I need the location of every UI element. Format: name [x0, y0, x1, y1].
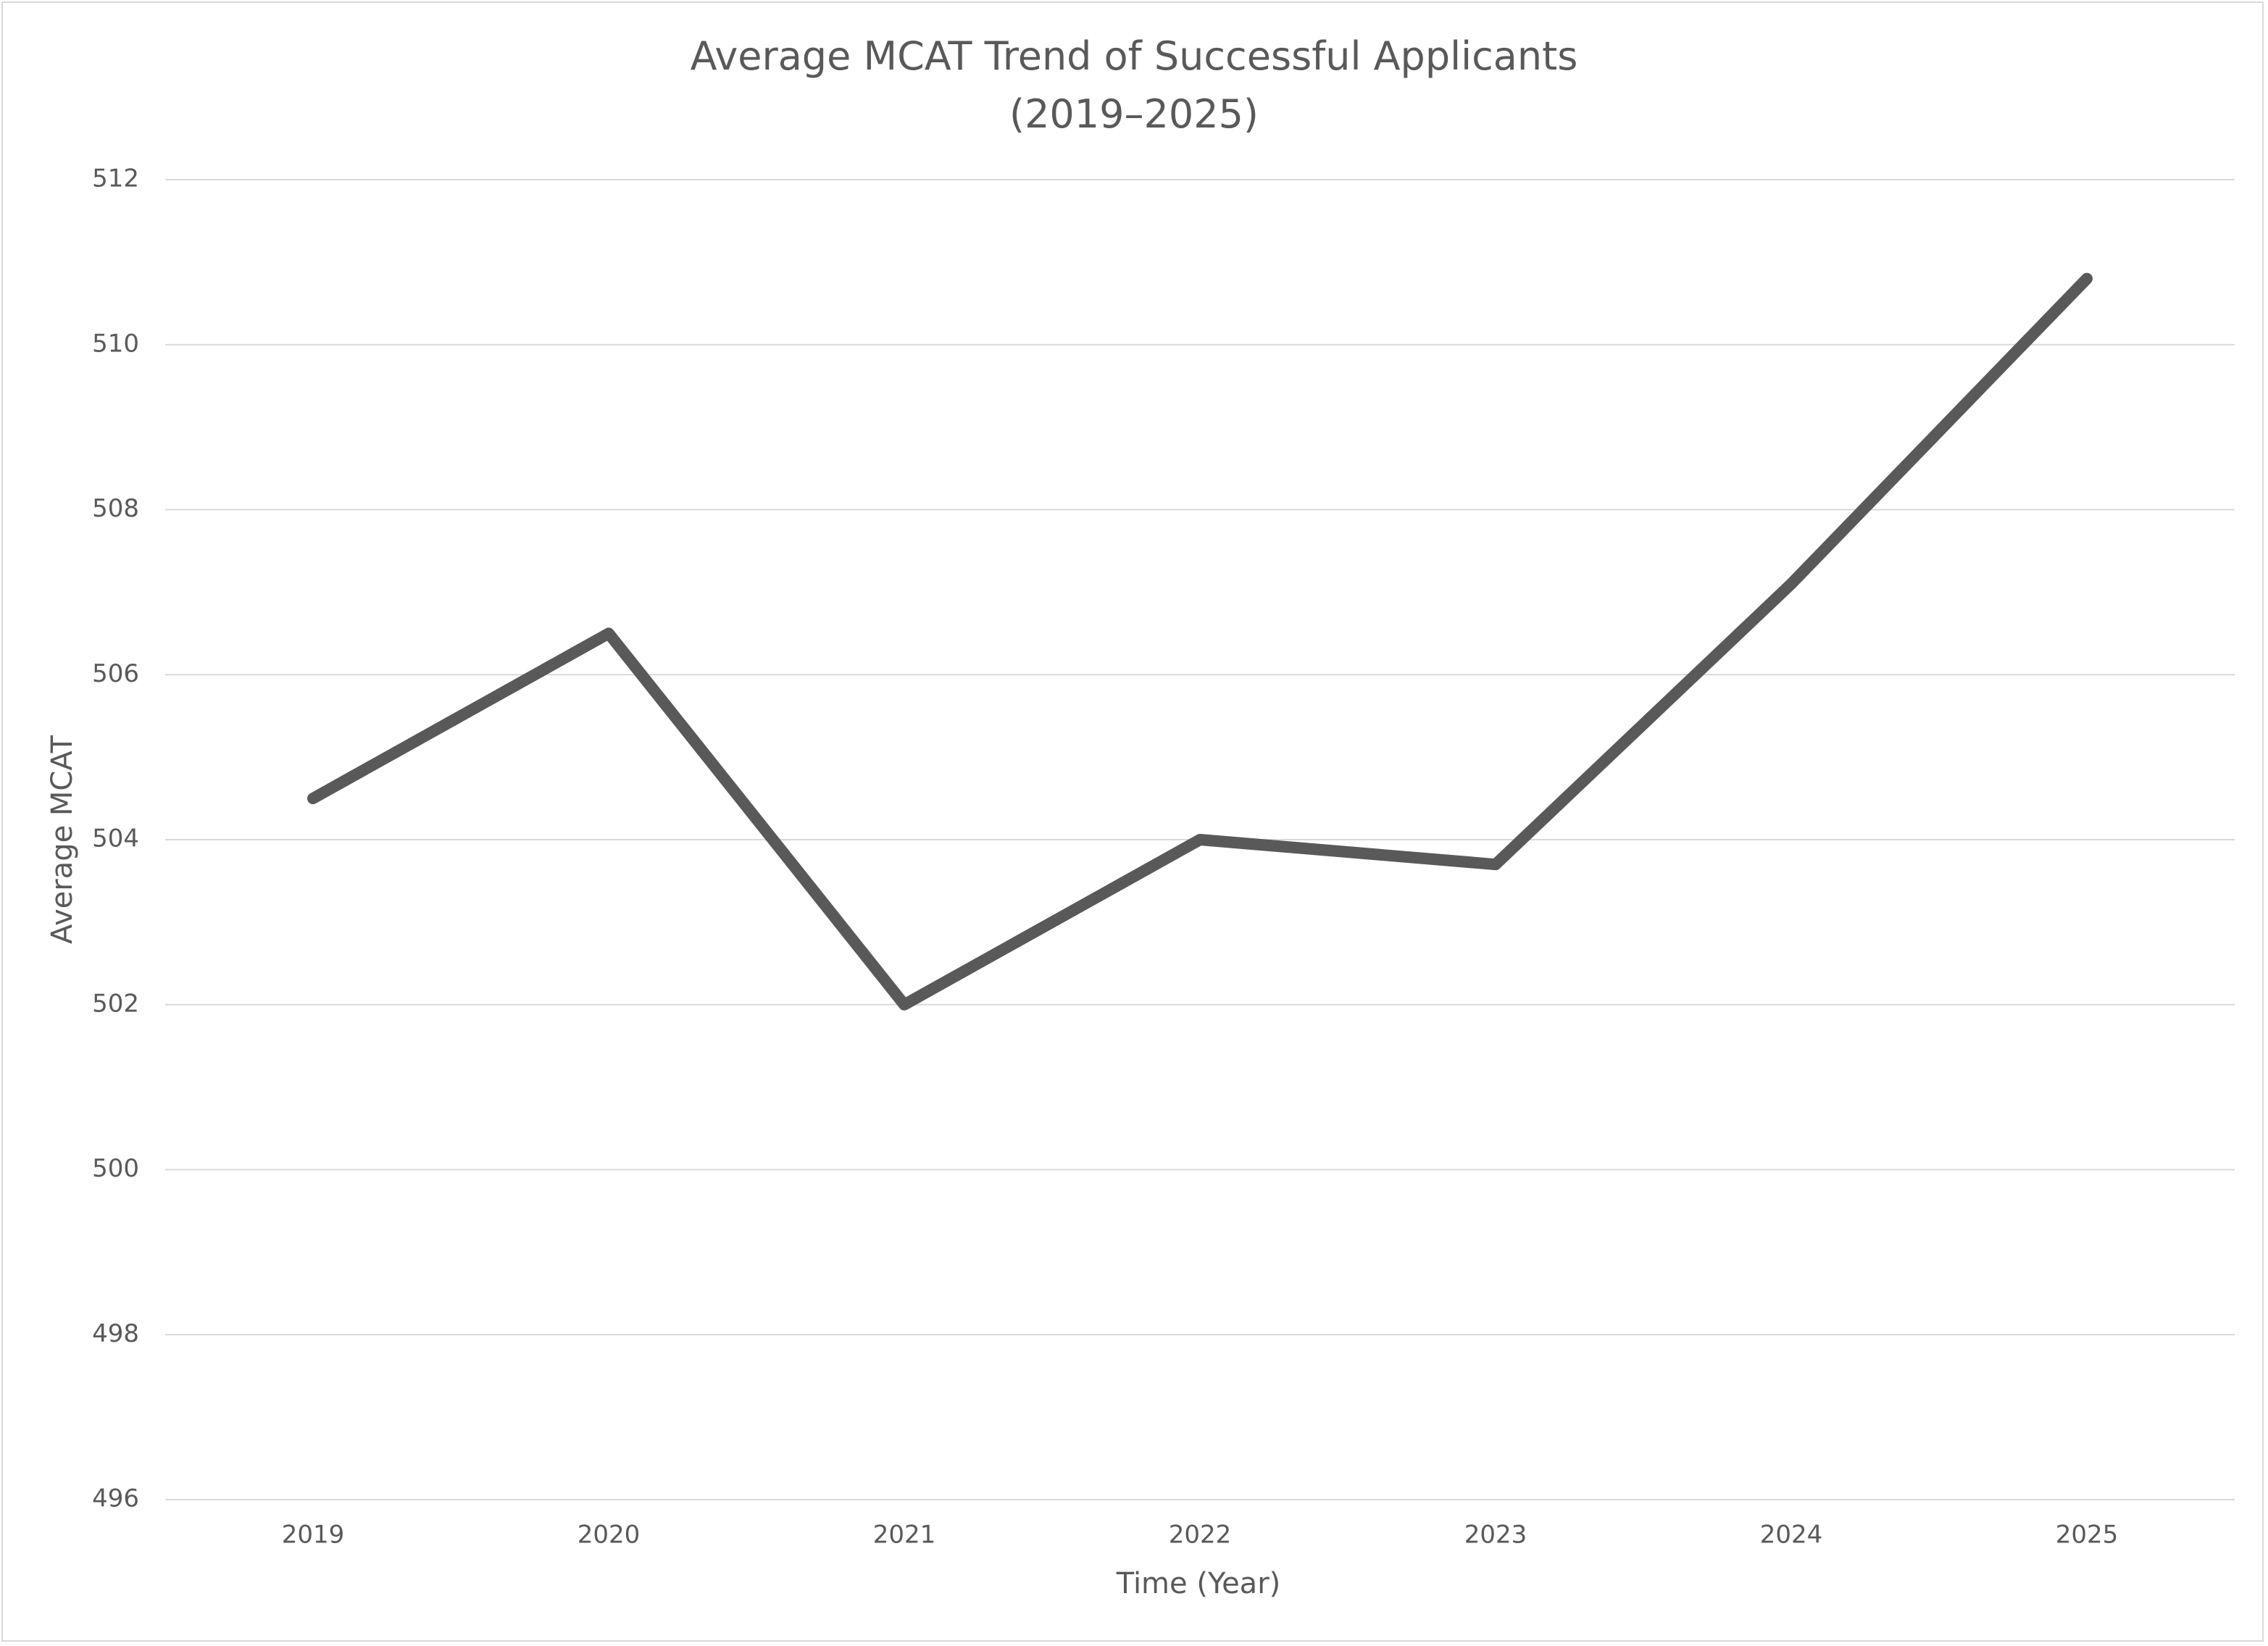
y-tick-label: 506: [92, 659, 139, 688]
y-tick-label: 496: [92, 1484, 139, 1513]
x-tick-label: 2025: [2056, 1521, 2119, 1550]
y-tick-label: 504: [92, 824, 139, 853]
x-tick-label: 2023: [1464, 1521, 1527, 1550]
y-axis-title: Average MCAT: [46, 735, 79, 944]
y-tick-label: 500: [92, 1154, 139, 1183]
x-tick-label: 2022: [1169, 1521, 1232, 1550]
y-tick-label: 508: [92, 494, 139, 523]
y-tick-label: 502: [92, 989, 139, 1018]
chart-title: Average MCAT Trend of Successful Applica…: [690, 33, 1578, 137]
x-tick-label: 2020: [578, 1521, 641, 1550]
x-tick-label: 2024: [1760, 1521, 1823, 1550]
x-tick-label: 2021: [873, 1521, 936, 1550]
y-tick-label: 498: [92, 1319, 139, 1348]
data-line: [307, 272, 2093, 1011]
x-axis-title: Time (Year): [1116, 1567, 1281, 1600]
x-tick-label: 2019: [282, 1521, 345, 1550]
y-tick-label: 510: [92, 329, 139, 358]
y-tick-label: 512: [92, 164, 139, 193]
